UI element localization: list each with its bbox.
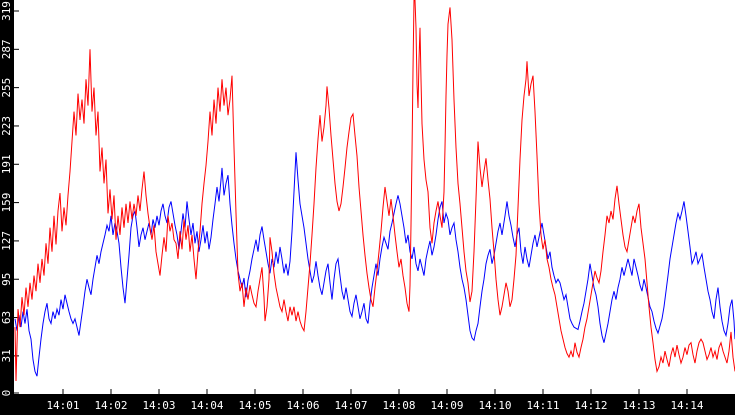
red-series-line bbox=[14, 0, 735, 382]
x-tick-label: 14:12 bbox=[574, 399, 607, 412]
x-tick-label: 14:13 bbox=[622, 399, 655, 412]
x-tick-label: 14:02 bbox=[94, 399, 127, 412]
x-tick-label: 14:04 bbox=[190, 399, 223, 412]
y-tick-label: 287 bbox=[0, 39, 13, 59]
y-tick-label: 0 bbox=[0, 390, 13, 397]
y-tick-label: 159 bbox=[0, 193, 13, 213]
y-tick-label: 95 bbox=[0, 273, 13, 286]
y-tick-label: 255 bbox=[0, 78, 13, 98]
plot-area bbox=[14, 0, 735, 394]
x-tick-label: 14:09 bbox=[430, 399, 463, 412]
y-axis: 0 31 63 95 127 159 191 223 255 287 319 bbox=[0, 1, 19, 396]
y-tick-label: 319 bbox=[0, 1, 13, 21]
y-tick-label: 223 bbox=[0, 116, 13, 136]
y-tick-label: 31 bbox=[0, 349, 13, 362]
x-tick-label: 14:05 bbox=[238, 399, 271, 412]
x-tick-label: 14:01 bbox=[46, 399, 79, 412]
series-lines bbox=[14, 0, 735, 382]
y-tick-label: 63 bbox=[0, 311, 13, 324]
x-tick-label: 14:06 bbox=[286, 399, 319, 412]
x-tick-label: 14:10 bbox=[478, 399, 511, 412]
y-tick-label: 191 bbox=[0, 154, 13, 174]
x-tick-label: 14:07 bbox=[334, 399, 367, 412]
x-tick-label: 14:14 bbox=[670, 399, 703, 412]
x-tick-label: 14:11 bbox=[526, 399, 559, 412]
y-tick-label: 127 bbox=[0, 231, 13, 251]
x-tick-label: 14:08 bbox=[382, 399, 415, 412]
x-tick-label: 14:03 bbox=[142, 399, 175, 412]
x-axis: 14:01 14:02 14:03 14:04 14:05 14:06 14:07 14:08… bbox=[46, 389, 704, 412]
